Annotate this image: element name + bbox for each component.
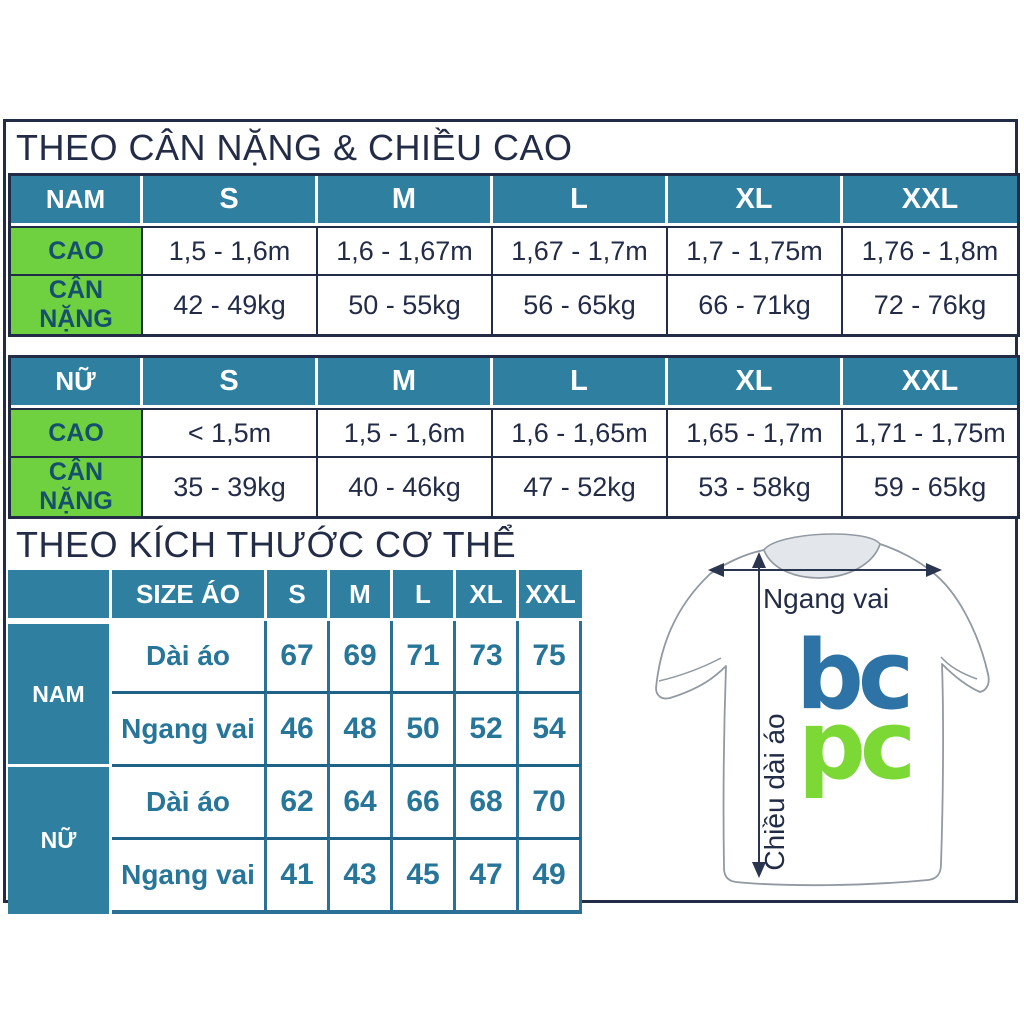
women-shoulder-s: 41	[267, 837, 330, 914]
men-shoulder-row: Ngang vai 46 48 50 52 54	[8, 691, 582, 764]
women-header-size-xl: XL	[668, 358, 843, 408]
women-shoulder-xl: 47	[456, 837, 519, 914]
men-shirt-length-label: Dài áo	[112, 621, 267, 691]
women-height-m: 1,5 - 1,6m	[318, 408, 493, 456]
content-border-box: THEO CÂN NẶNG & CHIỀU CAO NAM S M L XL X…	[3, 119, 1020, 914]
group-label-women: NỮ	[8, 764, 112, 914]
shoulder-width-arrow	[708, 563, 942, 577]
group-label-men: NAM	[8, 621, 112, 764]
women-weight-xl: 53 - 58kg	[668, 456, 843, 516]
men-height-label: CAO	[11, 226, 143, 274]
body-size-header-label: SIZE ÁO	[112, 570, 267, 621]
body-size-header-l: L	[393, 570, 456, 621]
women-length-s: 62	[267, 764, 330, 837]
women-shoulder-label: Ngang vai	[112, 837, 267, 914]
women-shoulder-l: 45	[393, 837, 456, 914]
women-weight-s: 35 - 39kg	[143, 456, 318, 516]
men-weight-height-table: NAM S M L XL XXL CAO 1,5 - 1,6m 1,6 - 1,…	[8, 173, 1020, 337]
men-header-size-s: S	[143, 176, 318, 226]
men-header-size-l: L	[493, 176, 668, 226]
tshirt-diagram: bc pc Ngang vai Chiều dài áo	[626, 524, 1022, 904]
men-weight-row: CÂN NẶNG 42 - 49kg 50 - 55kg 56 - 65kg 6…	[11, 274, 1017, 334]
men-length-m: 69	[330, 621, 393, 691]
men-height-m: 1,6 - 1,67m	[318, 226, 493, 274]
body-size-header-xxl: XXL	[519, 570, 582, 621]
men-shoulder-label: Ngang vai	[112, 691, 267, 764]
men-length-l: 71	[393, 621, 456, 691]
men-weight-xl: 66 - 71kg	[668, 274, 843, 334]
women-weight-row: CÂN NẶNG 35 - 39kg 40 - 46kg 47 - 52kg 5…	[11, 456, 1017, 516]
women-length-m: 64	[330, 764, 393, 837]
men-shoulder-xxl: 54	[519, 691, 582, 764]
table-spacer	[6, 337, 1015, 355]
women-height-xl: 1,65 - 1,7m	[668, 408, 843, 456]
body-size-header-xl: XL	[456, 570, 519, 621]
logo-text-pc: pc	[798, 691, 910, 801]
women-shoulder-xxl: 49	[519, 837, 582, 914]
women-weight-height-table: NỮ S M L XL XXL CAO < 1,5m 1,5 - 1,6m 1,…	[8, 355, 1020, 519]
women-header-size-xxl: XXL	[843, 358, 1017, 408]
men-weight-m: 50 - 55kg	[318, 274, 493, 334]
tshirt-outline	[655, 543, 990, 887]
body-size-table: SIZE ÁO S M L XL XXL NAM Dài áo 67 69 71…	[8, 570, 582, 914]
men-weight-label: CÂN NẶNG	[11, 274, 143, 334]
women-weight-l: 47 - 52kg	[493, 456, 668, 516]
women-header-size-m: M	[318, 358, 493, 408]
logo-text-bc: bc	[796, 621, 908, 731]
men-shoulder-xl: 52	[456, 691, 519, 764]
men-shoulder-l: 50	[393, 691, 456, 764]
shirt-length-label: Chiều dài áo	[759, 713, 790, 870]
men-height-xl: 1,7 - 1,75m	[668, 226, 843, 274]
section-title-body-size: THEO KÍCH THƯỚC CƠ THỂ	[16, 524, 517, 565]
men-weight-s: 42 - 49kg	[143, 274, 318, 334]
women-height-s: < 1,5m	[143, 408, 318, 456]
women-length-l: 66	[393, 764, 456, 837]
women-table-header-row: NỮ S M L XL XXL	[11, 358, 1017, 408]
shirt-length-arrow	[752, 552, 766, 878]
women-weight-label: CÂN NẶNG	[11, 456, 143, 516]
women-weight-xxl: 59 - 65kg	[843, 456, 1017, 516]
body-size-header-s: S	[267, 570, 330, 621]
collar-band	[763, 533, 881, 579]
women-shoulder-m: 43	[330, 837, 393, 914]
men-header-size-xl: XL	[668, 176, 843, 226]
men-length-xxl: 75	[519, 621, 582, 691]
men-height-xxl: 1,76 - 1,8m	[843, 226, 1017, 274]
men-weight-l: 56 - 65kg	[493, 274, 668, 334]
women-height-row: CAO < 1,5m 1,5 - 1,6m 1,6 - 1,65m 1,65 -…	[11, 408, 1017, 456]
women-height-l: 1,6 - 1,65m	[493, 408, 668, 456]
men-header-size-m: M	[318, 176, 493, 226]
men-height-s: 1,5 - 1,6m	[143, 226, 318, 274]
body-size-header-m: M	[330, 570, 393, 621]
women-weight-m: 40 - 46kg	[318, 456, 493, 516]
body-size-header-row: SIZE ÁO S M L XL XXL	[8, 570, 582, 621]
men-header-size-xxl: XXL	[843, 176, 1017, 226]
women-length-xxl: 70	[519, 764, 582, 837]
left-cuff-seam	[658, 657, 722, 682]
women-height-xxl: 1,71 - 1,75m	[843, 408, 1017, 456]
men-length-xl: 73	[456, 621, 519, 691]
men-shoulder-s: 46	[267, 691, 330, 764]
right-cuff-seam	[940, 656, 978, 680]
women-shirt-length-label: Dài áo	[112, 764, 267, 837]
women-height-label: CAO	[11, 408, 143, 456]
body-size-corner-cell	[8, 570, 112, 621]
women-header-gender: NỮ	[11, 358, 143, 408]
women-header-size-l: L	[493, 358, 668, 408]
men-length-s: 67	[267, 621, 330, 691]
men-height-row: CAO 1,5 - 1,6m 1,6 - 1,67m 1,67 - 1,7m 1…	[11, 226, 1017, 274]
shoulder-width-label: Ngang vai	[763, 583, 889, 614]
men-shoulder-m: 48	[330, 691, 393, 764]
men-height-l: 1,67 - 1,7m	[493, 226, 668, 274]
men-weight-xxl: 72 - 76kg	[843, 274, 1017, 334]
section-title-weight-height: THEO CÂN NẶNG & CHIỀU CAO	[16, 127, 573, 168]
men-table-header-row: NAM S M L XL XXL	[11, 176, 1017, 226]
women-shoulder-row: Ngang vai 41 43 45 47 49	[8, 837, 582, 914]
women-length-xl: 68	[456, 764, 519, 837]
men-shirt-length-row: NAM Dài áo 67 69 71 73 75	[8, 621, 582, 764]
men-header-gender: NAM	[11, 176, 143, 226]
women-shirt-length-row: NỮ Dài áo 62 64 66 68 70	[8, 764, 582, 914]
women-header-size-s: S	[143, 358, 318, 408]
